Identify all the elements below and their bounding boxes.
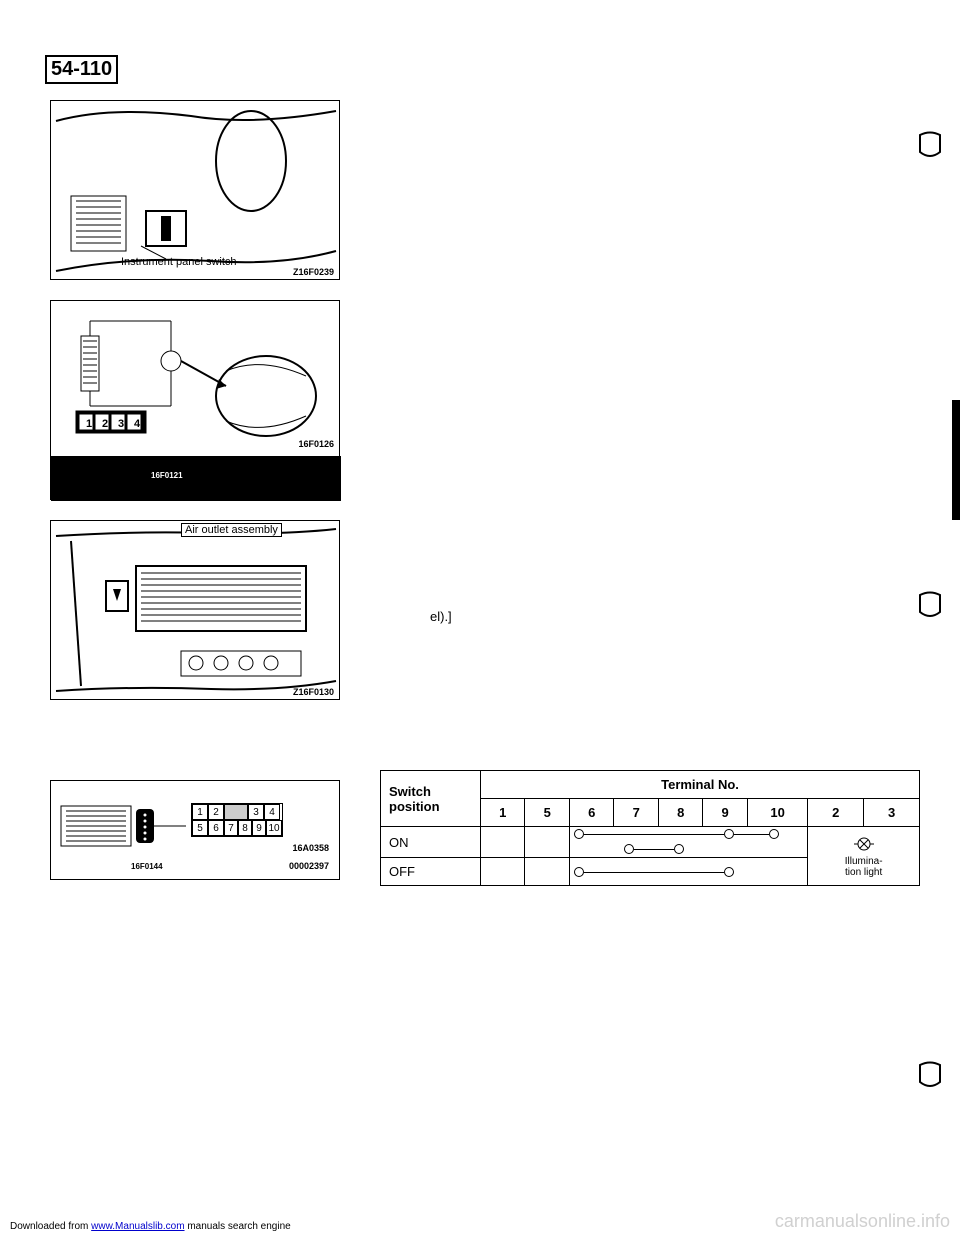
air-outlet-sketch (51, 521, 341, 701)
pin-map: 1 2 3 4 5 6 7 8 9 10 (191, 803, 283, 837)
cell-off-label: OFF (381, 858, 481, 886)
th-col-10: 10 (747, 799, 807, 827)
th-col-9: 9 (703, 799, 747, 827)
th-terminal-no: Terminal No. (481, 771, 920, 799)
th-col-1: 1 (481, 799, 525, 827)
svg-text:2: 2 (102, 418, 108, 430)
lamp-icon (852, 835, 876, 853)
air-outlet-assembly-label: Air outlet assembly (181, 523, 282, 537)
pin-6: 6 (208, 820, 224, 836)
th-col-6: 6 (569, 799, 613, 827)
download-prefix: Downloaded from (10, 1221, 91, 1232)
instrument-panel-switch-label: Instrument panel switch (121, 256, 237, 268)
pin-1: 1 (192, 804, 208, 820)
th-col-5: 5 (525, 799, 569, 827)
svg-text:1: 1 (86, 418, 92, 430)
svg-text:3: 3 (118, 418, 124, 430)
pin-8: 8 (238, 820, 252, 836)
ref-code-4c: 00002397 (289, 861, 329, 871)
ref-code-4b: 16F0144 (131, 862, 163, 871)
illustration-instrument-panel: Instrument panel switch Z16F0239 (50, 100, 340, 280)
illum-label: Illumina- tion light (814, 856, 913, 878)
illustration-air-outlet: Air outlet assembly Z16F0130 (50, 520, 340, 700)
ref-code-3: Z16F0130 (293, 687, 334, 697)
pin-5: 5 (192, 820, 208, 836)
black-bar-ill2: 16F0121 (51, 456, 341, 501)
illustration-rheostat: 1 2 3 4 16F0126 16F0121 (50, 300, 340, 500)
pin-4: 4 (264, 804, 280, 820)
terminal-table: Switch position Terminal No. 1 5 6 7 8 9… (380, 770, 920, 886)
th-col-2: 2 (808, 799, 864, 827)
ref-code-1: Z16F0239 (293, 267, 334, 277)
ref-code-4a: 16A0358 (292, 843, 329, 853)
scroll-icon-mid (915, 590, 945, 620)
text-fragment: el).] (430, 608, 452, 626)
pin-7: 7 (224, 820, 238, 836)
download-link[interactable]: www.Manualslib.com (91, 1221, 184, 1232)
pin-10: 10 (266, 820, 282, 836)
pin-blank (224, 804, 248, 820)
side-marker (952, 400, 960, 520)
illustration-connector: 1 2 3 4 5 6 7 8 9 10 16A0358 16F0144 000… (50, 780, 340, 880)
cell-illum: Illumina- tion light (808, 827, 920, 886)
dashboard-sketch (51, 101, 341, 281)
th-col-7: 7 (614, 799, 658, 827)
th-col-8: 8 (658, 799, 702, 827)
th-switch-position: Switch position (381, 771, 481, 827)
cell-on-label: ON (381, 827, 481, 858)
ref-code-2a: 16F0126 (298, 439, 334, 449)
scroll-icon-top (915, 130, 945, 160)
download-suffix: manuals search engine (187, 1221, 290, 1232)
th-col-3: 3 (864, 799, 920, 827)
scroll-icon-bot (915, 1060, 945, 1090)
page-number: 54-110 (45, 55, 118, 84)
watermark: carmanualsonline.info (775, 1211, 950, 1232)
pin-9: 9 (252, 820, 266, 836)
row-on: ON (381, 827, 920, 858)
pin-2: 2 (208, 804, 224, 820)
ref-code-2b: 16F0121 (151, 471, 441, 480)
download-text: Downloaded from www.Manualslib.com manua… (10, 1221, 291, 1232)
svg-text:4: 4 (134, 418, 141, 430)
pin-3: 3 (248, 804, 264, 820)
